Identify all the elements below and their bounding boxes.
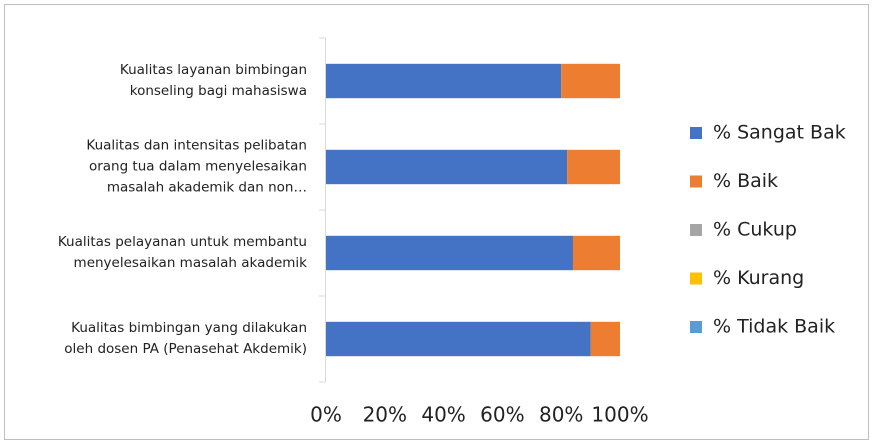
bar-segment [572,235,620,271]
legend-label: % Tidak Baik [713,316,835,338]
x-tick-label: 0% [310,403,342,427]
x-tick-label: 60% [480,403,524,427]
bar-segment [326,63,562,99]
y-tick-label: Kualitas dan intensitas pelibatan orang … [86,137,307,196]
bar-segment [326,149,568,185]
bar-segment [567,149,620,185]
legend-swatch [690,224,702,236]
legend-label: % Cukup [713,219,797,241]
legend-label: % Baik [713,170,778,192]
x-tick-label: 100% [591,403,648,427]
legend-swatch [690,272,702,285]
y-tick-label: Kualitas bimbingan yang dilakukan oleh d… [64,320,307,357]
y-tick-label: Kualitas pelayanan untuk membantu menyel… [57,234,307,271]
bar-segment [326,321,591,357]
x-tick-label: 20% [363,403,407,427]
bar-segment [561,63,620,99]
legend-swatch [690,175,702,188]
x-tick-label: 40% [421,403,465,427]
legend-swatch [690,321,702,333]
bar-segment [590,321,620,357]
y-tick-label: Kualitas layanan bimbingan konseling bag… [119,62,307,99]
x-tick-label: 80% [539,403,583,427]
bar-segment [326,235,573,271]
legend-swatch [690,127,702,139]
legend-label: % Kurang [713,267,804,289]
legend-label: % Sangat Bak [713,122,846,144]
